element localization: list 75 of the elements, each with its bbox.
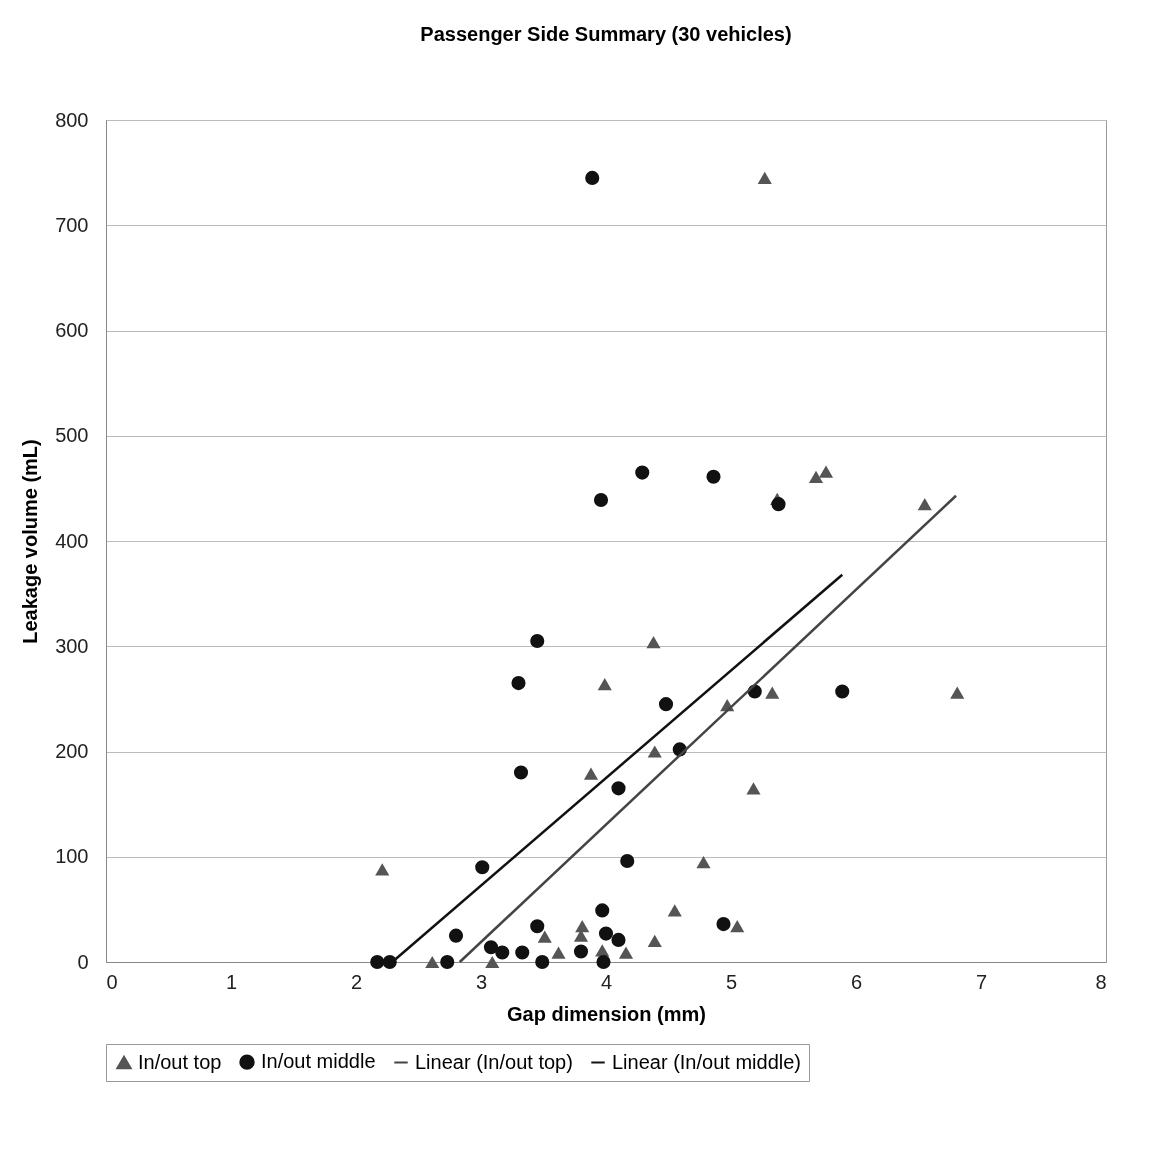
x-tick-label: 8 <box>1095 970 1107 993</box>
point <box>483 940 499 955</box>
x-tick-label: 0 <box>106 970 118 993</box>
x-tick-label: 1 <box>225 970 238 993</box>
point <box>647 934 662 948</box>
y-tick-label: 500 <box>55 424 89 447</box>
chart-title: Passenger Side Summary (30 vehicles) <box>420 23 792 45</box>
point <box>598 926 614 941</box>
y-tick-label: 600 <box>55 319 89 341</box>
point <box>706 469 721 484</box>
y-tick-label: 0 <box>77 950 89 973</box>
point <box>597 678 612 691</box>
x-tick-label: 4 <box>600 970 613 993</box>
point <box>757 171 772 185</box>
y-tick-label: 700 <box>55 213 89 236</box>
point <box>513 765 529 780</box>
point <box>551 946 566 959</box>
point <box>370 954 385 970</box>
point <box>530 919 545 934</box>
x-tick-label: 7 <box>975 970 988 993</box>
point <box>593 492 609 508</box>
point <box>583 767 599 780</box>
legend-label: In/out top <box>138 1050 222 1073</box>
point <box>835 684 850 699</box>
point <box>440 954 455 970</box>
point <box>716 917 731 932</box>
point <box>495 945 510 960</box>
x-tick-label: 6 <box>850 970 863 993</box>
point <box>611 932 626 947</box>
point <box>511 676 526 691</box>
y-tick-label: 100 <box>55 845 89 868</box>
x-tick-label: 2 <box>350 970 363 993</box>
point <box>375 863 390 876</box>
point <box>575 920 590 933</box>
point <box>696 855 711 869</box>
y-tick-label: 800 <box>55 108 89 131</box>
point <box>771 497 786 512</box>
x-tick-label: 3 <box>475 970 488 993</box>
y-tick-label: 200 <box>55 740 89 762</box>
legend-label: Linear (In/out top) <box>415 1050 573 1073</box>
point <box>658 697 674 712</box>
point <box>620 853 635 869</box>
y-tick-label: 300 <box>55 634 89 657</box>
point <box>535 954 550 970</box>
legend-label: Linear (In/out middle) <box>612 1050 801 1073</box>
point <box>618 946 634 959</box>
point <box>818 465 834 478</box>
point <box>808 470 824 483</box>
point <box>596 954 611 970</box>
point <box>635 465 650 480</box>
x-axis-title: Gap dimension (mm) <box>507 1002 706 1025</box>
point <box>765 686 780 699</box>
x-tick-label: 5 <box>725 970 738 993</box>
point <box>382 954 397 970</box>
point <box>730 920 745 933</box>
point <box>646 635 661 649</box>
point <box>950 686 965 699</box>
point <box>585 170 600 185</box>
point <box>515 945 530 960</box>
point <box>537 930 552 943</box>
point <box>595 903 610 918</box>
y-tick-label: 400 <box>55 529 89 552</box>
point <box>485 955 500 969</box>
point <box>475 860 490 875</box>
point <box>647 745 662 758</box>
point <box>611 781 626 796</box>
point <box>448 928 464 943</box>
point <box>530 633 545 649</box>
point <box>746 782 761 795</box>
point <box>573 944 589 959</box>
point <box>917 498 932 511</box>
point <box>667 904 682 917</box>
point <box>425 955 440 969</box>
legend-label: In/out middle <box>261 1050 376 1073</box>
y-axis-title: Leakage volume (mL) <box>19 439 42 644</box>
